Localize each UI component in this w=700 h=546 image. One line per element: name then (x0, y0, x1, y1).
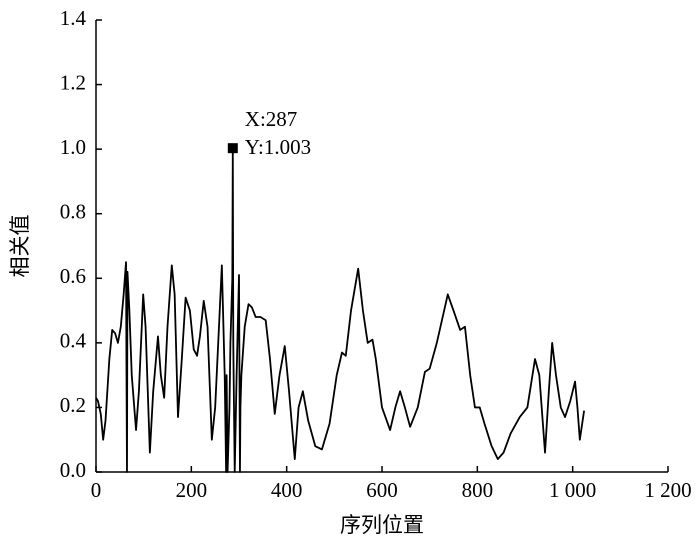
annotation-marker (227, 143, 238, 154)
x-tick-label: 1 000 (549, 478, 596, 502)
y-tick-label: 0.2 (60, 393, 86, 417)
x-tick-label: 800 (462, 478, 494, 502)
x-tick-label: 200 (176, 478, 208, 502)
y-axis-label: 相关值 (8, 215, 32, 278)
y-tick-label: 1.0 (60, 135, 86, 159)
annotation-label: Y:1.003 (245, 135, 311, 159)
y-tick-label: 0.6 (60, 264, 86, 288)
x-axis-label: 序列位置 (340, 513, 424, 537)
y-tick-label: 0.8 (60, 200, 86, 224)
y-tick-label: 0.0 (60, 458, 86, 482)
y-tick-label: 1.4 (60, 6, 87, 30)
y-tick-label: 1.2 (60, 70, 86, 94)
line-series (95, 147, 586, 473)
x-tick-label: 0 (91, 478, 102, 502)
x-tick-label: 400 (271, 478, 303, 502)
y-tick-label: 0.4 (60, 329, 87, 353)
annotation-label: X:287 (245, 107, 298, 131)
x-tick-label: 1 200 (644, 478, 691, 502)
x-tick-label: 600 (366, 478, 398, 502)
